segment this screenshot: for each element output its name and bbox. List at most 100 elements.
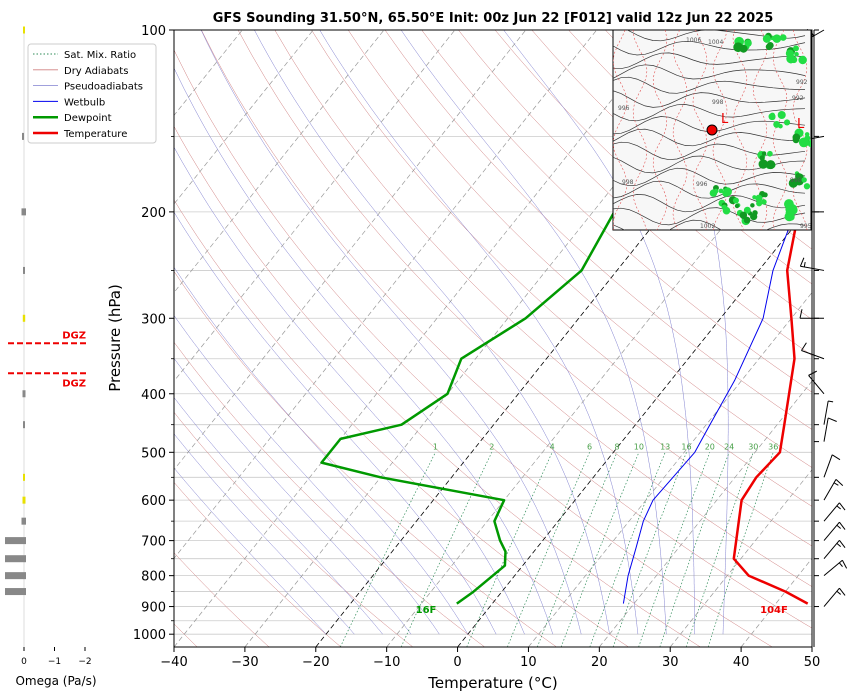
map-precip [792,133,801,142]
isotherm [174,30,668,647]
map-precip [718,188,724,194]
dry-adiabat [384,30,812,430]
map-contour-label: 992 [796,79,808,86]
map-isobar [613,128,806,147]
map-precip [756,200,763,207]
pseudoadiabat [174,146,525,635]
pseudoadiabat [174,314,440,635]
omega-tick-label: 0 [21,657,27,667]
map-isobar [613,64,806,80]
map-precip [779,34,787,41]
mixing-ratio-line [536,452,618,647]
wind-barb [823,559,848,577]
y-tick-label: 200 [141,206,166,221]
map-precip [772,34,782,43]
dry-adiabat [274,30,812,547]
x-tick-label: 50 [804,655,821,670]
isotherm [174,30,314,205]
x-tick-label: 40 [733,655,750,670]
map-precip [761,199,767,205]
dry-adiabat [531,30,812,285]
map-precip [713,188,719,194]
dry-adiabat [201,30,812,629]
omega-bar [5,537,26,545]
pseudoadiabat [174,467,327,635]
x-axis: −40 −30 −20 −10 0 10 20 30 40 50 [160,647,820,670]
map-precip [762,34,771,43]
omega-bar [5,555,26,563]
omega-bar [23,473,25,481]
wind-barb [823,587,846,607]
isotherm [174,30,597,559]
mixing-ratio-line [707,452,774,647]
map-contour [613,30,628,230]
pseudoadiabat [627,30,729,635]
map-contour-label: 1002 [700,223,715,230]
mixing-ratio-label: 4 [550,442,555,451]
wind-barb [799,257,825,271]
map-precip [773,121,781,128]
map-precip [788,59,793,64]
omega-bar [5,572,26,580]
map-contour-label: 992 [792,95,804,102]
mixing-ratio-labels: 1 2 4 6 8 10 13 16 20 24 30 36 [433,442,778,451]
map-precip [798,55,807,65]
dewpoint-surface-label: 16F [416,605,437,616]
legend-label: Temperature [63,129,127,140]
inset-map-content: 1006 1004 992 998 992 998 996 995 996 998 1002 [613,30,811,230]
map-contour-label: 1006 [686,37,701,44]
y-tick-label: 900 [141,601,166,616]
omega-bar [23,26,25,34]
y-axis: 100 200 300 400 500 600 700 800 900 1000 [133,24,174,643]
pseudoadiabat [174,266,469,635]
omega-bar [21,517,26,525]
map-contour-label: 996 [618,105,630,112]
x-tick-label: −30 [231,655,258,670]
isotherm [174,30,456,382]
x-tick-label: 30 [662,655,679,670]
map-contour [652,30,668,230]
wind-barb [799,309,824,319]
map-isobar [613,76,805,94]
omega-bar [22,496,26,504]
mixing-ratio-line [659,452,730,647]
omega-bar [21,208,26,216]
legend-label: Dry Adiabats [64,66,128,77]
map-isobar [613,141,806,161]
map-isobar [613,52,806,70]
mixing-ratio-label: 6 [587,442,592,451]
plot-frame [173,29,813,648]
legend-label: Dewpoint [64,113,112,124]
inset-map: 1006 1004 992 998 992 998 996 995 996 998 1002 L L [612,29,812,231]
mixing-ratio-label: 16 [681,442,691,451]
mixing-ratio-line [685,452,754,647]
mixing-ratio-line [466,452,553,647]
map-isobar [613,194,806,213]
wind-barb [823,400,834,425]
legend-label: Wetbulb [64,97,105,108]
map-isobar [613,219,806,230]
low-pressure-label-east: L [797,117,805,132]
isotherm [457,203,812,647]
omega-bar [5,588,26,596]
omega-axis-label: Omega (Pa/s) [15,674,96,688]
wind-barb [808,370,825,395]
legend: Sat. Mix. Ratio Dry Adiabats Pseudoadiabat… [27,43,157,144]
mixing-ratio-label: 8 [614,442,619,451]
map-precip [785,49,794,58]
wind-barb [823,521,846,541]
mixing-ratio-label: 1 [433,442,438,451]
map-precip [758,159,768,169]
omega-bar [22,132,24,140]
dry-adiabat [421,30,812,393]
x-tick-label: 20 [591,655,608,670]
map-precip [759,155,765,161]
map-precip [734,203,740,209]
map-precip [743,206,751,214]
wind-barb [823,454,841,478]
isotherm [528,291,812,647]
dry-adiabat [174,270,557,647]
map-precip [750,212,758,221]
pseudoadiabat [174,357,412,635]
